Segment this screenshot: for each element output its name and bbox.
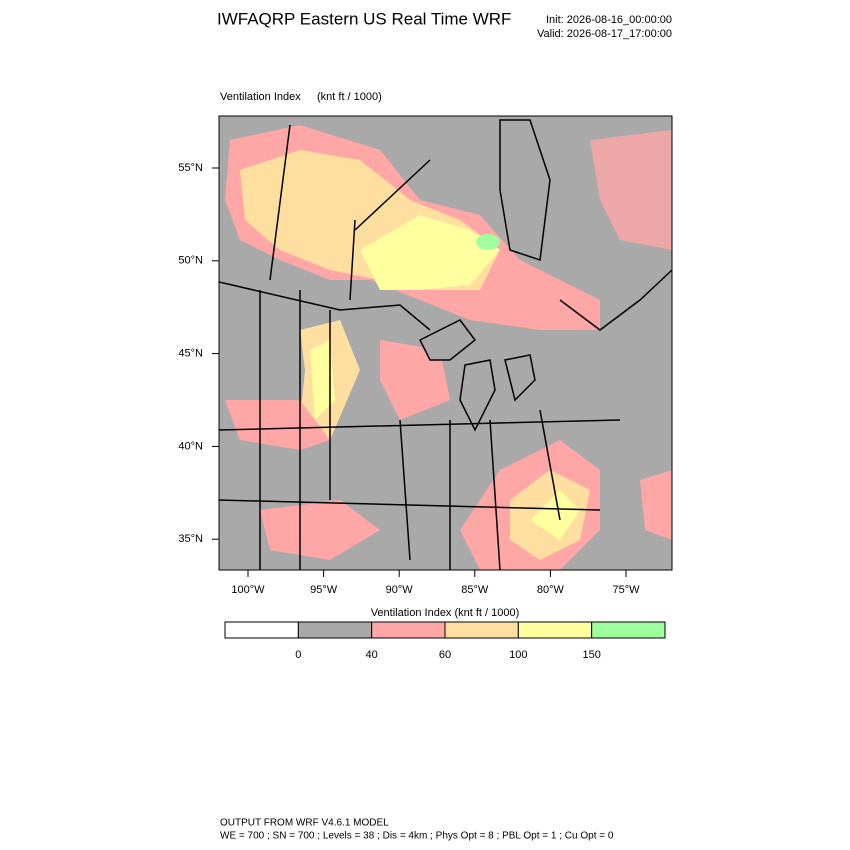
great-lakes xyxy=(418,319,536,432)
lon-label: 95°W xyxy=(310,584,338,596)
map-frame xyxy=(218,115,673,571)
boundary xyxy=(219,124,621,570)
lat-label: 50°N xyxy=(178,255,203,267)
shade-region xyxy=(530,490,580,540)
lat-label: 55°N xyxy=(178,162,203,174)
lon-label: 100°W xyxy=(231,584,265,596)
lon-label: 75°W xyxy=(612,584,640,596)
hudson-bay xyxy=(499,119,551,262)
lat-label: 35°N xyxy=(178,533,203,545)
colorbar-label: 0 xyxy=(295,649,301,661)
shade-region xyxy=(360,215,500,290)
lat-label: 40°N xyxy=(178,440,203,452)
shade-region xyxy=(590,130,672,250)
lon-label: 80°W xyxy=(537,584,565,596)
footer-line: WE = 700 ; SN = 700 ; Levels = 38 ; Dis … xyxy=(220,831,614,842)
colorbar-box xyxy=(297,621,373,639)
init-time: Init: 2026-08-16_00:00:00 xyxy=(546,14,672,26)
lon-label: 85°W xyxy=(461,584,489,596)
colorbar-title: Ventilation Index (knt ft / 1000) xyxy=(371,607,520,619)
valid-time: Valid: 2026-08-17_17:00:00 xyxy=(537,28,672,40)
colorbar-box xyxy=(591,621,666,639)
colorbar-label: 40 xyxy=(366,649,378,661)
coastline xyxy=(559,269,672,331)
colorbar-box xyxy=(444,621,519,639)
shade-region xyxy=(260,500,380,560)
shade-region xyxy=(476,234,500,250)
colorbar-label: 100 xyxy=(509,649,527,661)
footer-line: OUTPUT FROM WRF V4.6.1 MODEL xyxy=(220,818,389,829)
shade-region xyxy=(640,470,672,540)
field-name: Ventilation Index xyxy=(220,91,301,103)
shade-region xyxy=(225,400,330,450)
colorbar-box xyxy=(517,621,593,639)
colorbar-box xyxy=(371,621,446,639)
lat-label: 45°N xyxy=(178,348,203,360)
lon-label: 90°W xyxy=(386,584,414,596)
shade-region xyxy=(310,340,335,420)
map xyxy=(218,115,673,571)
colorbar-label: 150 xyxy=(582,649,600,661)
field-units: (knt ft / 1000) xyxy=(317,91,382,103)
title: IWFAQRP Eastern US Real Time WRF xyxy=(217,9,511,28)
colorbar-box xyxy=(224,621,299,639)
colorbar-label: 60 xyxy=(439,649,451,661)
